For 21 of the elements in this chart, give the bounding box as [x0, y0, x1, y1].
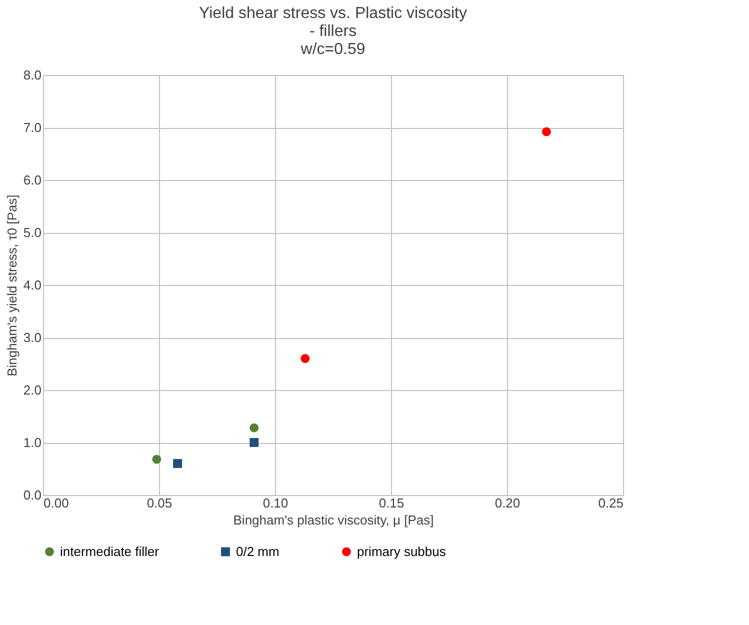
- legend-label: intermediate filler: [60, 544, 160, 559]
- y-tick-label: 8.0: [23, 68, 42, 82]
- y-axis-title: Bingham's yield stress, τ0 [Pas]: [4, 194, 20, 376]
- x-axis-title: Bingham's plastic viscosity, μ [Pas]: [233, 512, 434, 528]
- chart-title: Yield shear stress vs. Plastic viscosity - fillers w/c=0.59: [199, 5, 467, 58]
- legend-label: 0/2 mm: [236, 544, 280, 559]
- legend-label: primary subbus: [357, 544, 446, 559]
- y-tick-label: 7.0: [23, 120, 42, 135]
- y-tick-label: 4.0: [23, 278, 42, 292]
- y-tick-label: 2.0: [23, 382, 42, 398]
- x-tick-label: 0.00: [44, 496, 69, 510]
- x-tick-label: 0.20: [494, 496, 520, 510]
- x-tick-label: 0.15: [378, 496, 404, 510]
- y-tick-label: 1.0: [23, 435, 42, 450]
- x-tick-label: 0.10: [262, 496, 288, 510]
- y-tick-label: 3.0: [23, 330, 42, 345]
- y-tick-label: 6.0: [23, 172, 42, 188]
- y-tick-label: 5.0: [23, 225, 42, 240]
- x-tick-label: 0.25: [598, 496, 624, 510]
- y-tick-label: 0.0: [23, 488, 42, 502]
- x-tick-label: 0.05: [146, 496, 172, 510]
